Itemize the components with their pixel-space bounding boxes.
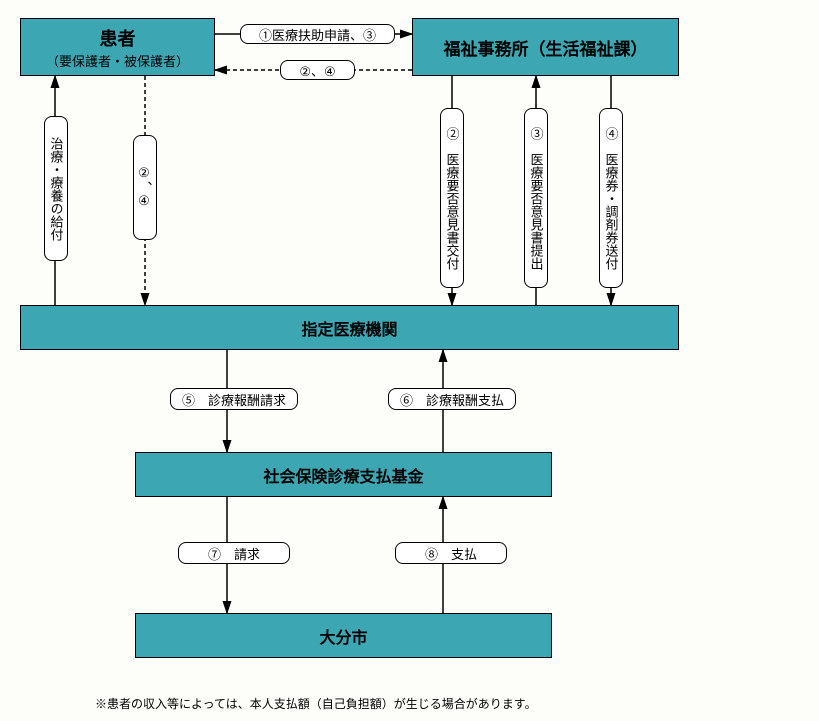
edge-label-11: ⑧ 支払 — [395, 542, 507, 564]
node-welfare: 福祉事務所（生活福祉課） — [412, 18, 679, 76]
fund-title: 社会保険診療支払基金 — [263, 463, 423, 487]
footnote: ※患者の収入等によっては、本人支払額（自己負担額）が生じる場合があります。 — [95, 695, 537, 712]
patient-title: 患者 — [100, 25, 136, 51]
edge-label-1: ①医療扶助申請、③ — [240, 24, 395, 44]
edge-label-7: ④ 医療券・調剤券送付 — [599, 108, 623, 288]
patient-subtitle: （要保護者・被保護者） — [46, 51, 189, 70]
edge-label-2: ②、④ — [280, 60, 355, 80]
diagram-canvas: 患者 （要保護者・被保護者） 福祉事務所（生活福祉課） 指定医療機関 社会保険診… — [0, 0, 819, 721]
node-patient: 患者 （要保護者・被保護者） — [20, 18, 215, 76]
edge-label-9: ⑥ 診療報酬支払 — [388, 388, 516, 410]
edge-label-3: 治療・療養の給付 — [44, 116, 68, 261]
edge-label-10: ⑦ 請求 — [178, 542, 290, 564]
node-medical-inst: 指定医療機関 — [20, 305, 679, 350]
medical-inst-title: 指定医療機関 — [301, 316, 397, 340]
edge-label-4: ②、④ — [133, 135, 157, 240]
edge-label-6: ③ 医療要否意見書提出 — [524, 108, 548, 288]
node-city: 大分市 — [135, 613, 552, 658]
welfare-title: 福祉事務所（生活福祉課） — [444, 35, 648, 60]
edge-label-8: ⑤ 診療報酬請求 — [170, 388, 298, 410]
node-fund: 社会保険診療支払基金 — [135, 452, 552, 497]
edge-label-5: ② 医療要否意見書交付 — [440, 108, 464, 288]
city-title: 大分市 — [319, 624, 367, 648]
